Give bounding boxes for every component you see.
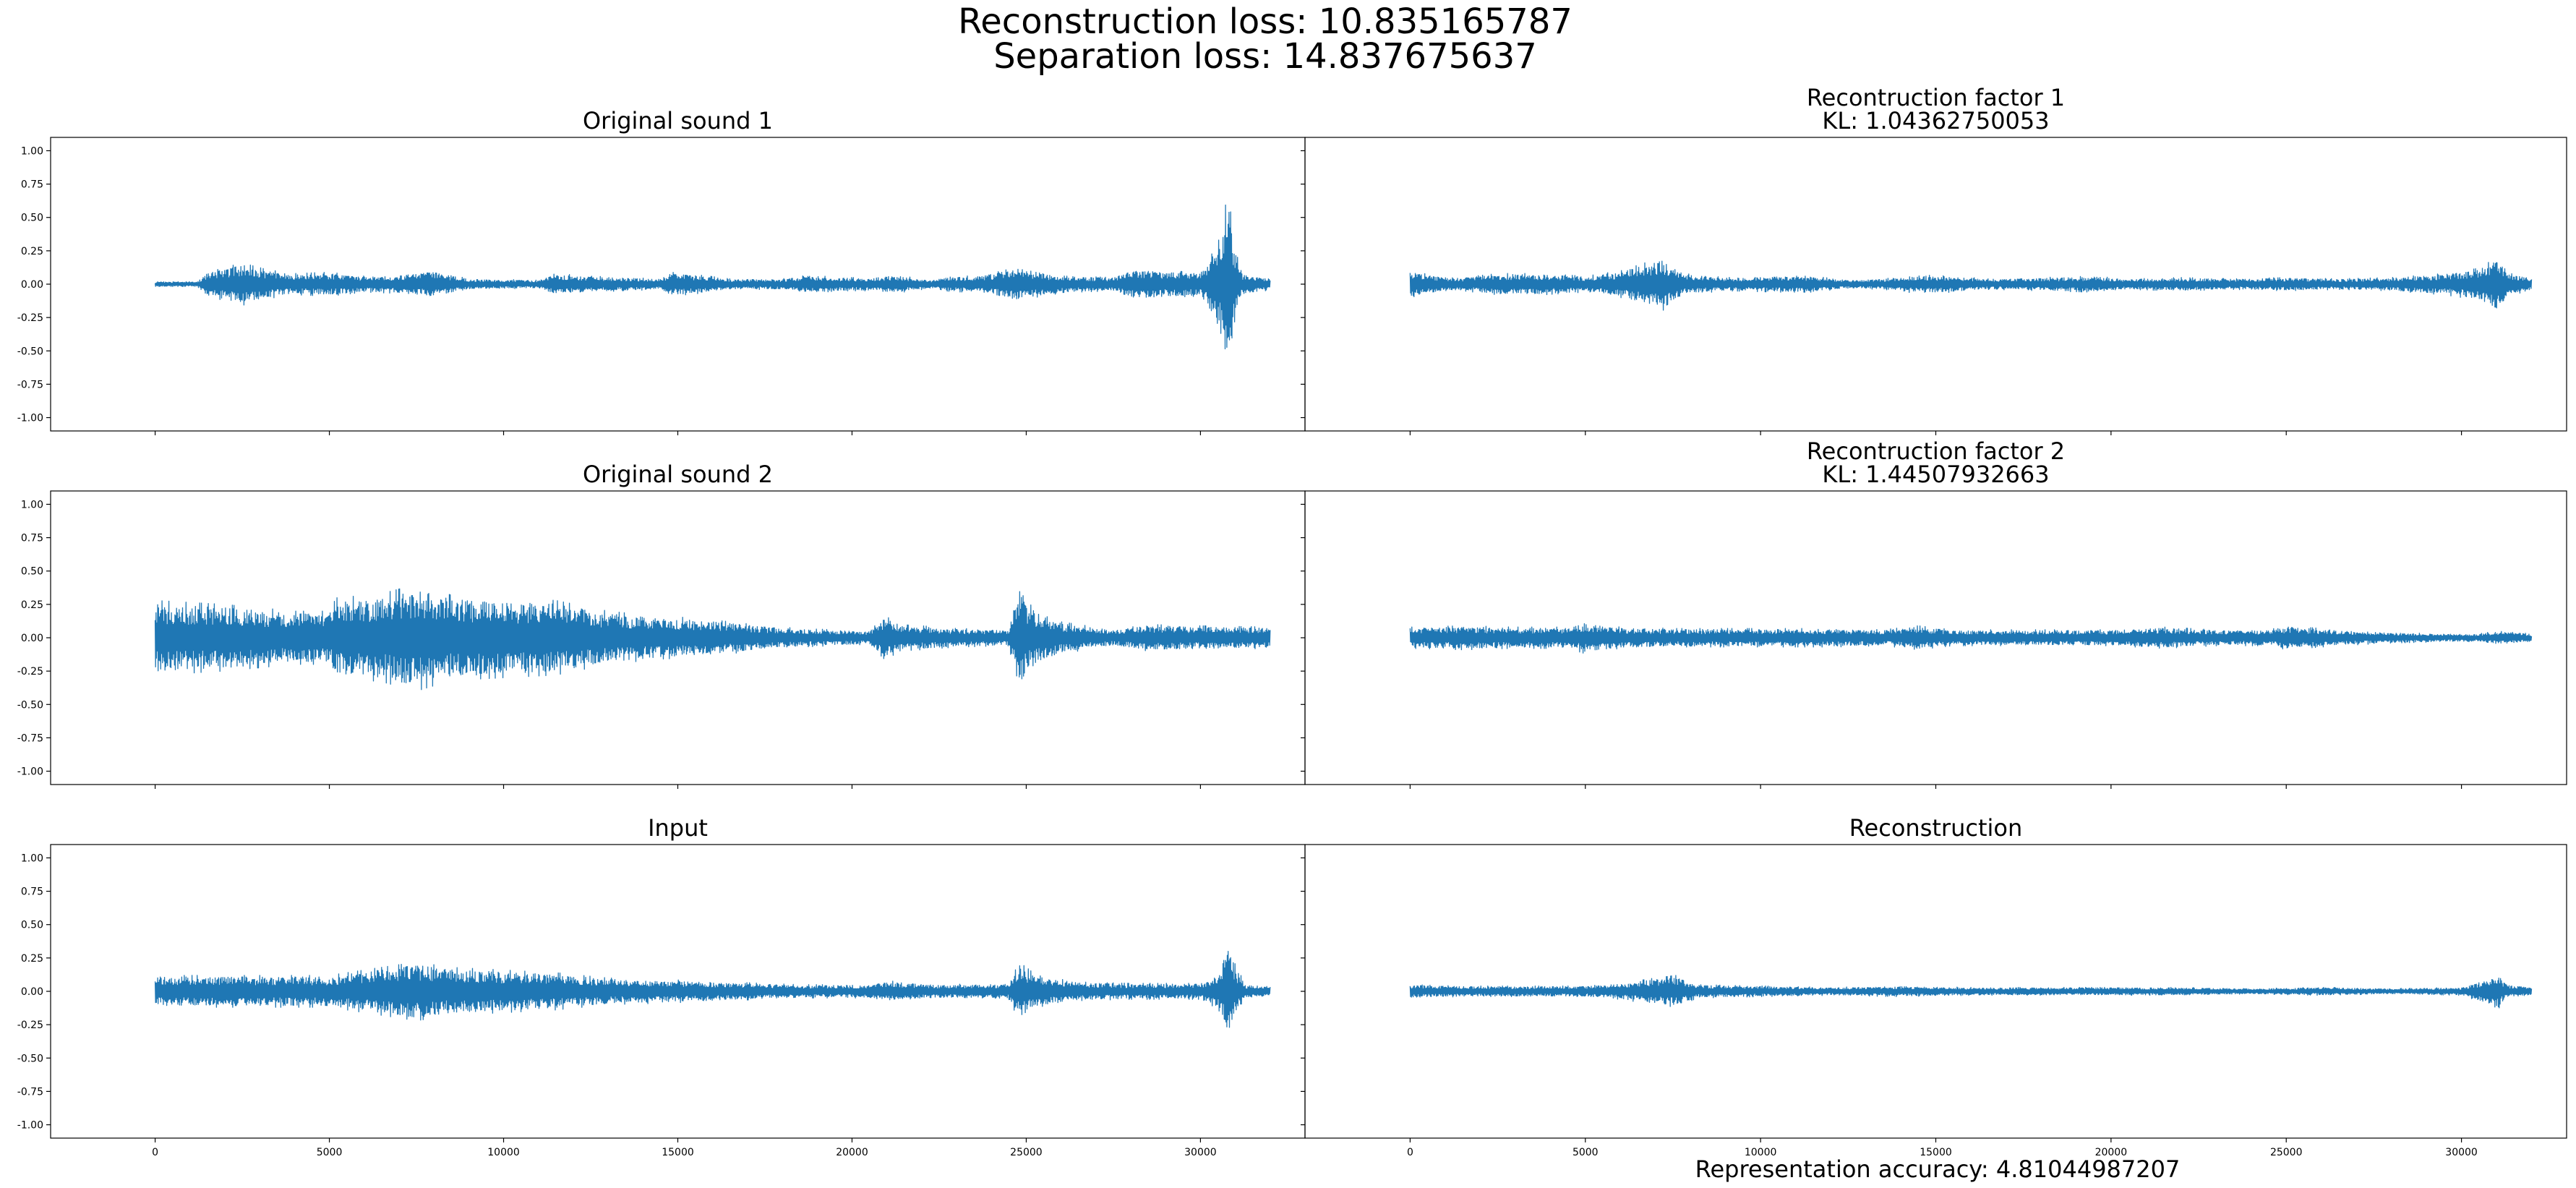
ytick-label: 1.00 <box>21 145 43 157</box>
ytick-label: 0.25 <box>21 953 43 965</box>
xtick-label: 30000 <box>1184 1147 1217 1158</box>
xtick-label: 10000 <box>487 1147 520 1158</box>
ytick-label: 1.00 <box>21 852 43 864</box>
ytick-label: -0.50 <box>17 346 43 357</box>
xtick-label: 30000 <box>2445 1147 2478 1158</box>
xtick-label: 15000 <box>662 1147 694 1158</box>
xtick-label: 5000 <box>1572 1147 1599 1158</box>
ytick-label: 0.75 <box>21 886 43 898</box>
subplot-reconstruction: Reconstruction 0 5000 10000 15000 20000 25000 3… <box>1301 814 2567 1158</box>
subplot-input: Input -1.00 -0.75 -0.50 -0.25 0.00 0.25 0.50 0.7… <box>17 814 1306 1158</box>
xtick-label: 5000 <box>317 1147 343 1158</box>
waveform-line-original-sound-1 <box>154 204 1271 350</box>
representation-accuracy-label: Representation accuracy: 4.81044987207 <box>1695 1155 2181 1183</box>
ytick-label: -0.75 <box>17 379 43 390</box>
ytick-label: 0.00 <box>21 986 43 998</box>
ytick-label: -1.00 <box>17 413 43 424</box>
xtick-label: 10000 <box>1745 1147 1777 1158</box>
ytick-label: 0.50 <box>21 566 43 578</box>
ytick-label: -1.00 <box>17 766 43 778</box>
ytick-label: -0.25 <box>17 312 43 324</box>
subplot-title-original-sound-1: Original sound 1 <box>583 107 773 134</box>
suptitle-line-2: Separation loss: 14.837675637 <box>993 36 1537 77</box>
ytick-label: -0.25 <box>17 1020 43 1031</box>
ytick-label: 0.25 <box>21 246 43 257</box>
xtick-label: 15000 <box>1920 1147 1952 1158</box>
xtick-label: 25000 <box>2270 1147 2303 1158</box>
xtick-label: 0 <box>152 1147 158 1158</box>
ytick-label: -0.50 <box>17 1053 43 1064</box>
subplot-subtitle-recontruction-factor-1: KL: 1.04362750053 <box>1822 107 2049 134</box>
ytick-label: -0.50 <box>17 699 43 711</box>
subplot-title-original-sound-2: Original sound 2 <box>583 461 773 488</box>
ytick-label: 0.50 <box>21 920 43 931</box>
subplot-title-reconstruction: Reconstruction <box>1849 814 2022 842</box>
subplot-subtitle-recontruction-factor-2: KL: 1.44507932663 <box>1822 461 2049 488</box>
waveform-line-recontruction-factor-2 <box>1409 623 2533 654</box>
ytick-label: 0.00 <box>21 633 43 644</box>
waveform-line-recontruction-factor-1 <box>1409 260 2533 311</box>
waveform-line-original-sound-2 <box>154 588 1271 691</box>
subplot-title-recontruction-factor-1: Recontruction factor 1 <box>1807 84 2065 111</box>
xtick-label: 25000 <box>1010 1147 1043 1158</box>
subplot-reconstruction-factor-1: Recontruction factor 1KL: 1.04362750053 <box>1301 84 2567 435</box>
ytick-label: -0.75 <box>17 732 43 744</box>
subplot-title-recontruction-factor-2: Recontruction factor 2 <box>1807 437 2065 465</box>
ytick-label: -0.25 <box>17 666 43 678</box>
waveform-line-reconstruction <box>1409 975 2533 1009</box>
suptitle-line-1: Reconstruction loss: 10.835165787 <box>958 1 1572 42</box>
ytick-label: 1.00 <box>21 499 43 510</box>
ytick-label: 0.75 <box>21 533 43 544</box>
xtick-label: 0 <box>1407 1147 1413 1158</box>
waveform-line-input <box>154 951 1271 1028</box>
ytick-label: -1.00 <box>17 1120 43 1132</box>
ytick-label: -0.75 <box>17 1086 43 1098</box>
ytick-label: 0.50 <box>21 213 43 224</box>
subplot-title-input: Input <box>648 814 708 842</box>
xtick-label: 20000 <box>836 1147 868 1158</box>
subplot-original-sound-2: Original sound 2 -1.00 -0.75 -0.50 -0.25 0.00… <box>17 461 1306 789</box>
subplot-reconstruction-factor-2: Recontruction factor 2KL: 1.44507932663 <box>1301 437 2567 789</box>
ytick-label: 0.00 <box>21 279 43 291</box>
xtick-label: 20000 <box>2095 1147 2128 1158</box>
ytick-label: 0.25 <box>21 599 43 611</box>
ytick-label: 0.75 <box>21 179 43 191</box>
